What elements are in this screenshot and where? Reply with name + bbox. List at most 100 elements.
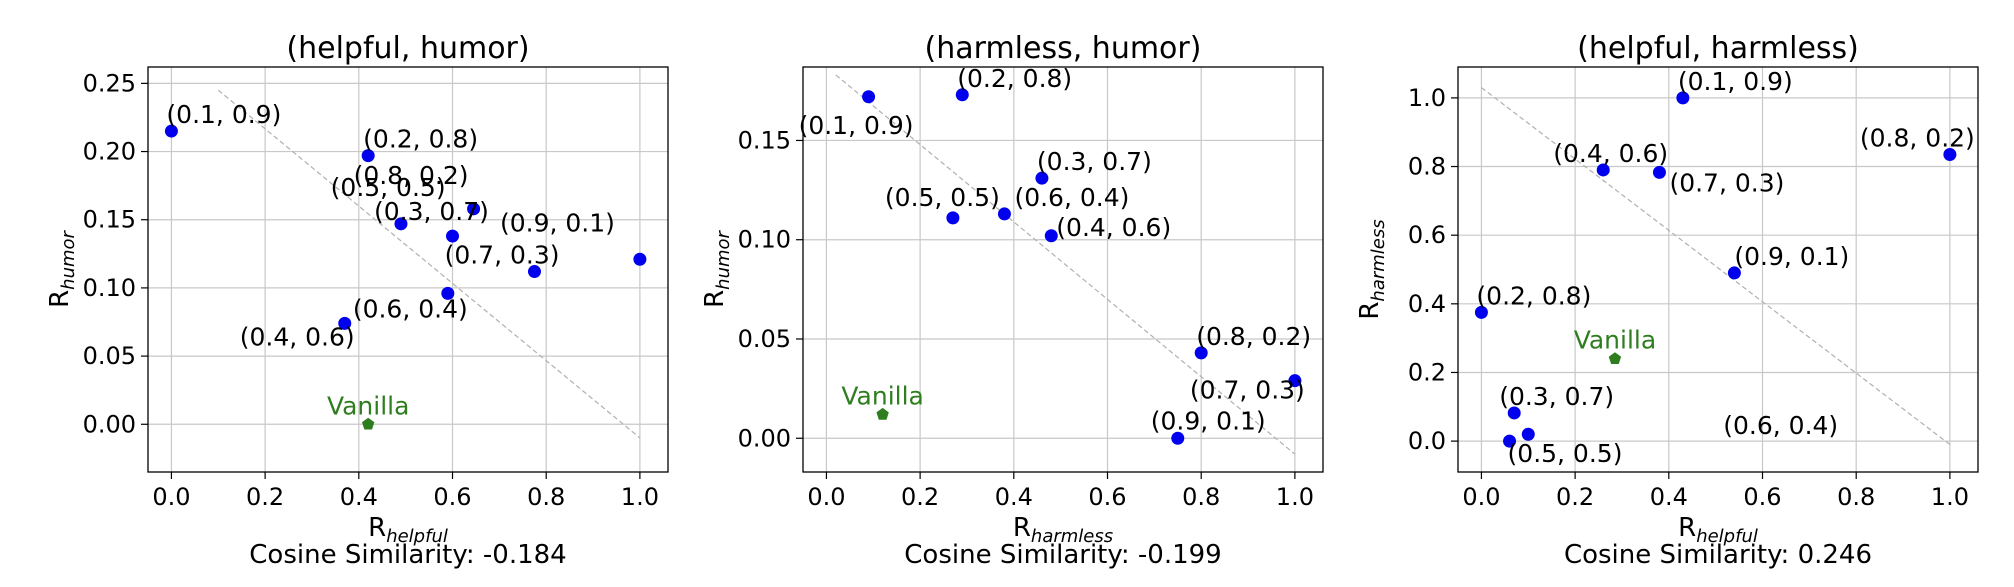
x-axis-label: Rhelpful — [1678, 513, 1758, 547]
x-tick-label: 0.0 — [152, 483, 190, 511]
data-point-label: (0.3, 0.7) — [1037, 147, 1152, 176]
x-tick-label: 0.4 — [995, 483, 1033, 511]
vanilla-label: Vanilla — [1574, 326, 1656, 355]
data-point-label: (0.1, 0.9) — [166, 100, 281, 129]
x-axis-label: Rharmless — [1013, 513, 1113, 547]
y-axis-label: Rharmless — [1355, 219, 1389, 319]
x-tick-label: 0.0 — [807, 483, 845, 511]
chart-2: 0.0 0.2 0.4 0.6 0.8 1.0 0.00 0.05 0.10 0.15 (harml… — [700, 31, 1324, 570]
diagonal-line — [217, 89, 641, 439]
x-tick-label: 0.2 — [901, 483, 939, 511]
data-point-label: (0.1, 0.9) — [1678, 67, 1793, 96]
data-point-label: (0.6, 0.4) — [1723, 411, 1838, 440]
data-point — [1596, 163, 1610, 177]
x-tick-label: 1.0 — [1276, 483, 1314, 511]
data-point — [1503, 434, 1517, 448]
data-point-label: (0.8, 0.2) — [354, 161, 469, 190]
data-point — [1727, 266, 1741, 280]
data-point — [1507, 406, 1521, 420]
x-tick-label: 1.0 — [621, 483, 659, 511]
data-point — [527, 265, 541, 279]
data-point — [1044, 229, 1058, 243]
plot-frame — [1457, 66, 1979, 473]
y-tick-label: 0.00 — [738, 424, 791, 452]
chart-title: (helpful, harmless) — [1577, 31, 1859, 66]
data-point — [1676, 91, 1690, 105]
data-point-label: (0.5, 0.5) — [1508, 439, 1623, 468]
vanilla-point — [362, 417, 375, 430]
data-point-label: (0.7, 0.3) — [1190, 376, 1305, 405]
data-point-label: (0.9, 0.1) — [500, 208, 615, 237]
vanilla-label: Vanilla — [327, 391, 409, 420]
data-point-label: (0.9, 0.1) — [1734, 242, 1849, 271]
x-tick-label: 0.6 — [1743, 483, 1781, 511]
diagonal-line — [1481, 87, 1951, 446]
data-point — [862, 90, 876, 104]
data-point-label: (0.8, 0.2) — [1196, 322, 1311, 351]
data-point — [394, 217, 408, 231]
y-tick-label: 1.0 — [1408, 84, 1446, 112]
data-point — [1035, 171, 1049, 185]
data-point — [441, 286, 455, 300]
chart-3: 0.0 0.2 0.4 0.6 0.8 1.0 0.0 0.2 0.4 0.6 0.8 1.0 (hel… — [1355, 31, 1979, 570]
data-point-label: (0.6, 0.4) — [1014, 183, 1129, 212]
y-tick-label: 0.0 — [1408, 427, 1446, 455]
cosine-similarity-caption: Cosine Similarity: -0.184 — [249, 540, 566, 570]
data-point-label: (0.2, 0.8) — [1476, 281, 1591, 310]
vanilla-point — [1608, 352, 1622, 364]
data-point — [1474, 305, 1488, 319]
data-point-label: (0.4, 0.6) — [1056, 213, 1171, 242]
data-point-label: (0.1, 0.9) — [799, 111, 914, 140]
data-point-label: (0.2, 0.8) — [363, 125, 478, 154]
plot-frame — [147, 66, 669, 473]
data-point-label: (0.7, 0.3) — [1669, 168, 1784, 197]
data-point-label: (0.7, 0.3) — [445, 241, 560, 270]
y-axis-label: Rhumor — [700, 229, 734, 307]
y-tick-label: 0.2 — [1408, 358, 1446, 386]
diagonal-line — [835, 74, 1296, 455]
data-point — [1288, 374, 1302, 388]
y-axis-label: Rhumor — [45, 229, 79, 307]
data-point — [1194, 346, 1208, 360]
data-point — [164, 124, 178, 138]
plot-frame — [802, 66, 1324, 473]
chart-title: (harmless, humor) — [925, 31, 1202, 66]
x-tick-label: 1.0 — [1931, 483, 1969, 511]
data-point-label: (0.6, 0.4) — [353, 294, 468, 323]
x-tick-label: 0.6 — [433, 483, 471, 511]
y-tick-label: 0.15 — [738, 126, 791, 154]
x-tick-label: 0.6 — [1088, 483, 1126, 511]
data-point — [1521, 427, 1535, 441]
data-point-label: (0.2, 0.8) — [957, 64, 1072, 93]
y-tick-label: 0.8 — [1408, 153, 1446, 181]
x-tick-label: 0.8 — [1837, 483, 1875, 511]
data-point-label: (0.8, 0.2) — [1860, 124, 1975, 153]
data-point — [1171, 431, 1185, 445]
vanilla-point — [876, 407, 889, 420]
y-tick-label: 0.00 — [83, 410, 136, 438]
cosine-similarity-caption: Cosine Similarity: 0.246 — [1564, 540, 1872, 570]
data-point — [955, 88, 969, 102]
vanilla-label: Vanilla — [841, 381, 923, 410]
chart-1: 0.0 0.2 0.4 0.6 0.8 1.0 0.00 0.05 0.10 0.15 0.20 0.… — [45, 31, 669, 570]
x-tick-label: 0.2 — [246, 483, 284, 511]
y-tick-label: 0.4 — [1408, 290, 1446, 318]
data-point-label: (0.4, 0.6) — [240, 322, 355, 351]
data-point — [997, 207, 1011, 221]
cosine-similarity-caption: Cosine Similarity: -0.199 — [904, 540, 1221, 570]
data-point — [338, 316, 352, 330]
y-tick-label: 0.10 — [83, 274, 136, 302]
data-point — [633, 252, 647, 266]
data-point — [1943, 148, 1957, 162]
data-point — [946, 211, 960, 225]
y-tick-label: 0.6 — [1408, 221, 1446, 249]
x-tick-label: 0.2 — [1556, 483, 1594, 511]
data-point-label: (0.3, 0.7) — [1499, 382, 1614, 411]
data-point-label: (0.5, 0.5) — [885, 183, 1000, 212]
x-tick-label: 0.4 — [1650, 483, 1688, 511]
data-point — [1652, 165, 1666, 179]
data-point-label: (0.5, 0.5) — [331, 173, 446, 202]
data-point-label: (0.9, 0.1) — [1151, 406, 1266, 435]
